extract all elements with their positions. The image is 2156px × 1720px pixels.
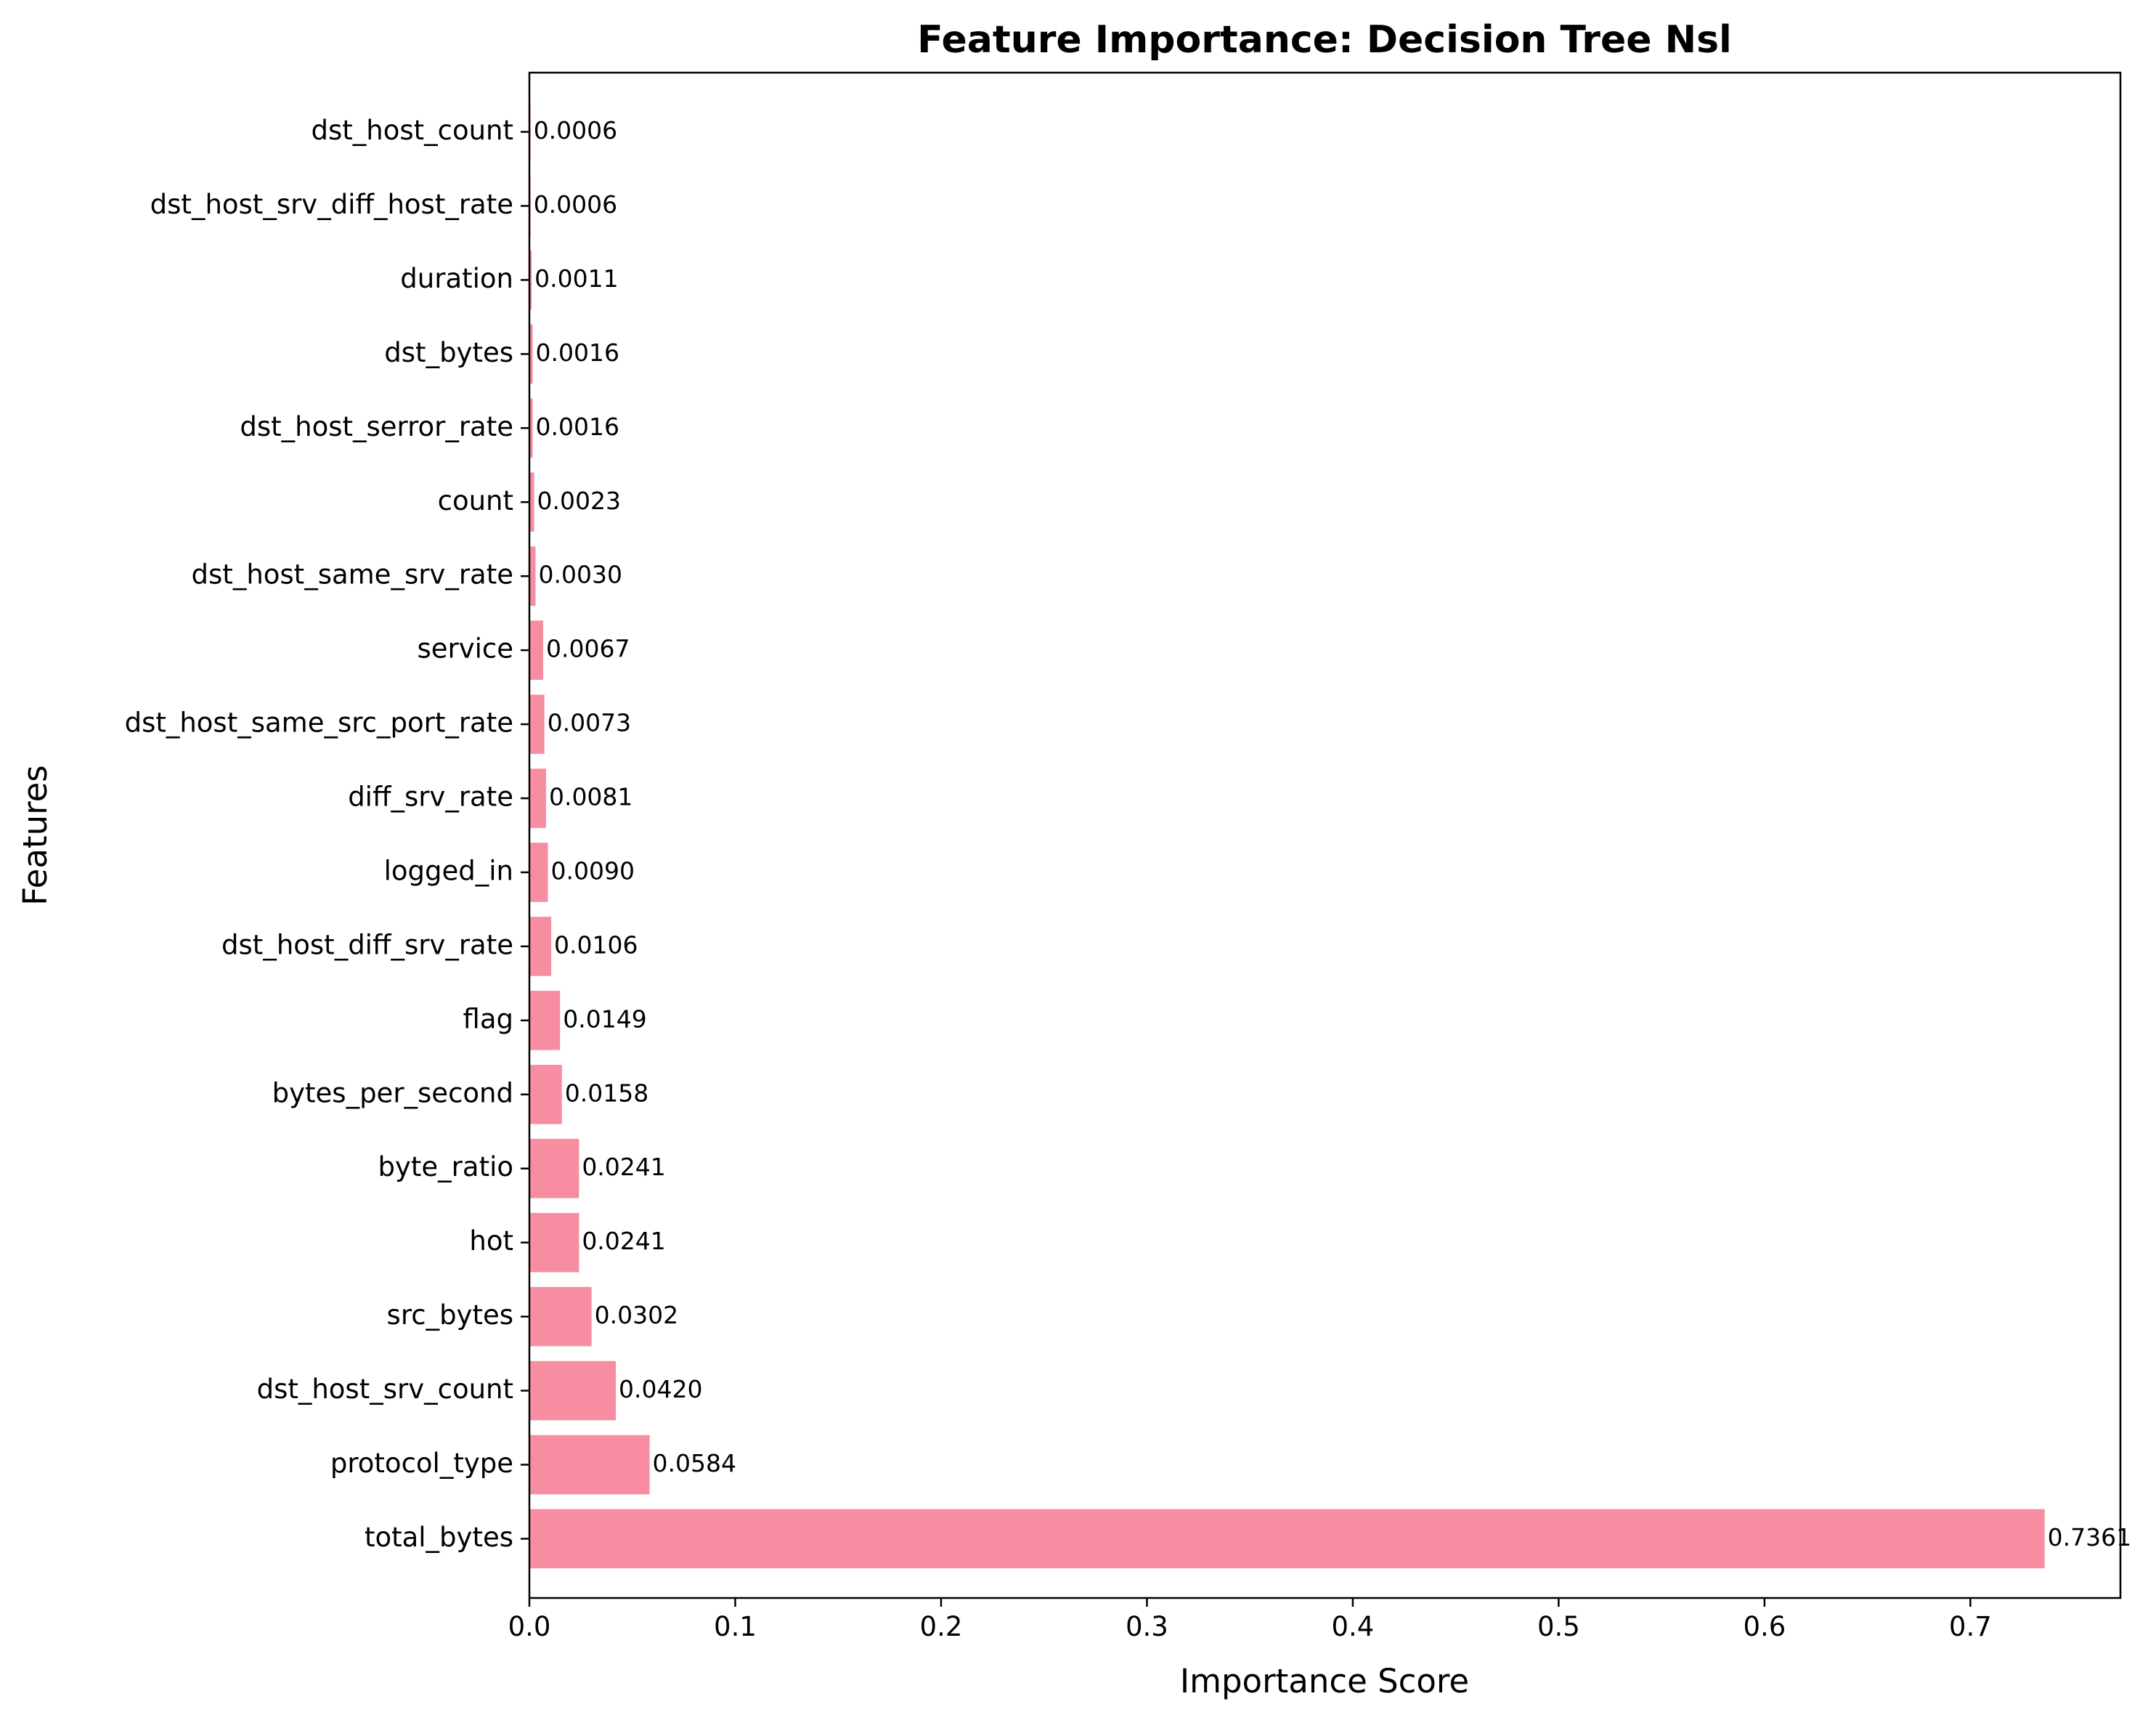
value-label-dst_bytes: 0.0016 [536, 338, 619, 367]
value-label-src_bytes: 0.0302 [595, 1301, 678, 1329]
value-label-dst_host_srv_count: 0.0420 [619, 1375, 702, 1403]
y-tick-label: dst_host_same_src_port_rate [125, 707, 513, 739]
y-tick-label: service [417, 633, 513, 665]
x-tick-label: 0.7 [1949, 1611, 1992, 1642]
x-tick-label: 0.4 [1331, 1611, 1374, 1642]
y-axis-ticks: total_bytes protocol_type dst_host_srv_cou… [125, 115, 529, 1553]
value-label-dst_host_srv_diff_host_rate: 0.0006 [534, 190, 617, 219]
y-tick-label: diff_srv_rate [348, 782, 513, 813]
y-tick-label: dst_bytes [384, 337, 513, 368]
y-tick-label: src_bytes [387, 1299, 513, 1331]
value-label-flag: 0.0149 [563, 1005, 646, 1033]
bar-duration [529, 250, 532, 310]
x-tick-label: 0.6 [1743, 1611, 1786, 1642]
bar-protocol_type [529, 1435, 650, 1495]
value-label-dst_host_same_srv_rate: 0.0030 [539, 561, 622, 589]
value-label-dst_host_count: 0.0006 [534, 116, 617, 145]
x-tick-label: 0.1 [714, 1611, 757, 1642]
y-tick-label: total_bytes [365, 1522, 513, 1553]
y-tick-label: duration [400, 263, 513, 294]
value-label-dst_host_same_src_port_rate: 0.0073 [548, 709, 631, 737]
bar-src_bytes [529, 1286, 592, 1347]
x-tick-label: 0.5 [1537, 1611, 1580, 1642]
bar-hot [529, 1212, 579, 1273]
bar-dst_host_serror_rate [529, 398, 533, 458]
y-axis-label: Features [16, 765, 54, 906]
y-tick-label: dst_host_same_srv_rate [192, 559, 513, 591]
value-label-total_bytes: 0.7361 [2048, 1523, 2131, 1551]
bar-service [529, 620, 543, 680]
y-tick-label: bytes_per_second [272, 1077, 513, 1108]
bar-bytes_per_second [529, 1065, 562, 1124]
y-tick-label: hot [469, 1225, 513, 1257]
x-tick-label: 0.2 [920, 1611, 963, 1642]
x-tick-label: 0.0 [508, 1611, 551, 1642]
bar-count [529, 472, 534, 532]
plot-frame [528, 71, 2122, 1599]
y-tick-label: byte_ratio [378, 1151, 513, 1182]
y-tick-label: dst_host_srv_diff_host_rate [150, 189, 513, 220]
value-label-logged_in: 0.0090 [551, 856, 635, 885]
value-label-bytes_per_second: 0.0158 [565, 1079, 648, 1107]
chart-title: Feature Importance: Decision Tree Nsl [917, 18, 1732, 62]
bar-diff_srv_rate [529, 768, 546, 828]
value-label-service: 0.0067 [546, 635, 630, 663]
y-tick-label: protocol_type [330, 1448, 513, 1479]
x-axis-ticks: 0.0 0.1 0.2 0.3 0.4 0.5 0.6 0.7 [508, 1598, 1992, 1642]
y-tick-label: flag [463, 1003, 513, 1034]
y-tick-label: dst_host_count [311, 115, 513, 146]
x-axis-label: Importance Score [1180, 1662, 1469, 1700]
bar-dst_host_diff_srv_rate [529, 917, 552, 976]
y-tick-label: dst_host_diff_srv_rate [221, 929, 513, 960]
value-label-hot: 0.0241 [582, 1227, 665, 1255]
bar-dst_host_same_src_port_rate [529, 694, 545, 754]
x-tick-label: 0.3 [1126, 1611, 1168, 1642]
y-tick-label: dst_host_srv_count [257, 1374, 513, 1405]
bar-byte_ratio [529, 1138, 579, 1198]
value-label-count: 0.0023 [537, 487, 621, 515]
y-tick-label: count [438, 485, 513, 516]
bar-flag [529, 991, 561, 1050]
data-labels-layer: 0.7361 0.0584 0.0420 0.0302 0.0241 0.0241 0.01… [534, 116, 2131, 1551]
bar-total_bytes [529, 1509, 2045, 1569]
value-label-protocol_type: 0.0584 [653, 1449, 736, 1477]
bars-layer [529, 102, 2045, 1569]
value-label-dst_host_diff_srv_rate: 0.0106 [554, 930, 638, 959]
value-label-dst_host_serror_rate: 0.0016 [536, 413, 619, 441]
y-tick-label: logged_in [384, 855, 513, 886]
value-label-diff_srv_rate: 0.0081 [549, 783, 632, 811]
bar-dst_host_srv_count [529, 1360, 617, 1421]
y-tick-label: dst_host_serror_rate [240, 411, 513, 442]
value-label-byte_ratio: 0.0241 [582, 1153, 665, 1181]
bar-dst_host_same_srv_rate [529, 546, 536, 606]
value-label-duration: 0.0011 [534, 264, 618, 293]
bar-logged_in [529, 843, 548, 902]
bar-dst_bytes [529, 324, 533, 384]
